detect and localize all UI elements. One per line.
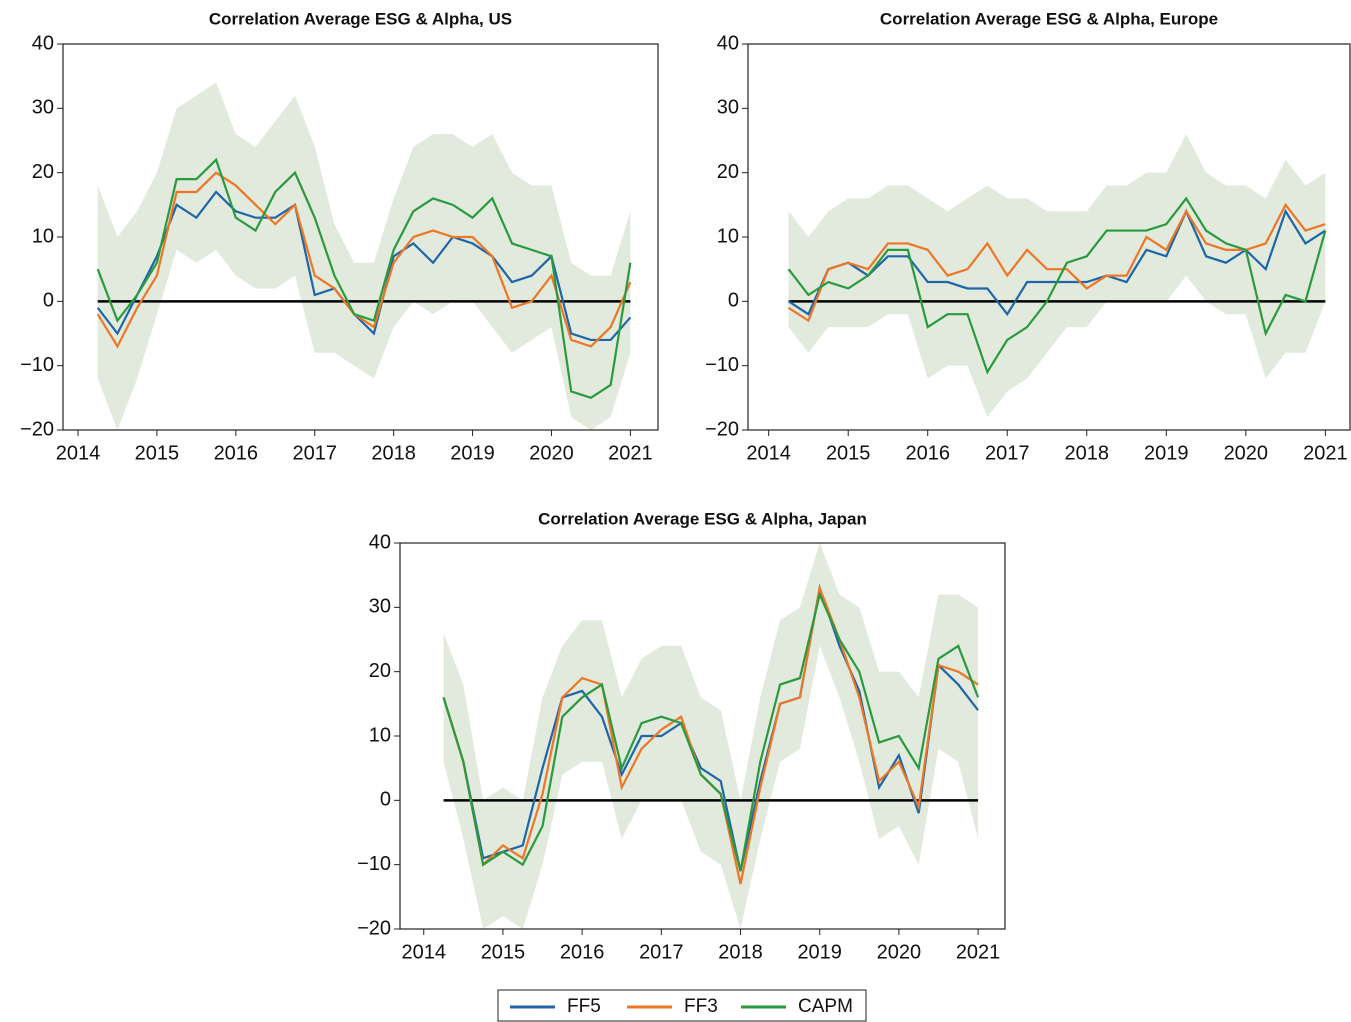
x-tick-label: 2014	[746, 442, 791, 464]
x-tick-label: 2015	[481, 941, 526, 963]
x-tick-label: 2017	[985, 442, 1030, 464]
y-tick-label: 30	[717, 97, 739, 119]
y-tick-label: 20	[32, 161, 54, 183]
series-line	[442, 591, 980, 872]
x-tick-label: 2016	[214, 442, 259, 464]
series-line	[96, 190, 632, 342]
x-tick-label: 2018	[718, 941, 763, 963]
y-tick-label: 30	[369, 596, 391, 618]
x-tick-label: 2020	[1224, 442, 1269, 464]
confidence-band	[443, 543, 979, 929]
x-tick-label: 2021	[956, 941, 1001, 963]
y-tick-label: 20	[369, 660, 391, 682]
confidence-band	[97, 82, 631, 430]
x-tick-label: 2016	[905, 442, 950, 464]
series-line	[787, 202, 1326, 323]
y-tick-label: 30	[32, 97, 54, 119]
x-tick-label: 2015	[826, 442, 871, 464]
x-tick-label: 2018	[371, 442, 416, 464]
chart-title: Correlation Average ESG & Alpha, Japan	[538, 509, 867, 528]
y-tick-label: −20	[705, 418, 739, 440]
y-tick-label: −20	[20, 418, 54, 440]
x-tick-label: 2014	[56, 442, 101, 464]
y-tick-label: 0	[380, 789, 391, 811]
y-tick-label: 40	[717, 32, 739, 54]
y-tick-label: −10	[20, 354, 54, 376]
legend-label: FF5	[567, 996, 601, 1017]
y-tick-label: 0	[728, 290, 739, 312]
y-tick-label: 40	[32, 32, 54, 54]
x-tick-label: 2018	[1065, 442, 1110, 464]
y-tick-label: −10	[705, 354, 739, 376]
x-tick-label: 2020	[877, 941, 922, 963]
y-tick-label: 0	[43, 290, 54, 312]
x-tick-label: 2017	[639, 941, 684, 963]
x-tick-label: 2014	[402, 941, 447, 963]
legend-label: CAPM	[798, 996, 853, 1017]
y-tick-label: 20	[717, 161, 739, 183]
x-tick-label: 2019	[1144, 442, 1189, 464]
x-tick-label: 2019	[450, 442, 495, 464]
y-tick-label: 10	[32, 225, 54, 247]
x-tick-label: 2021	[608, 442, 653, 464]
series-line	[787, 196, 1327, 375]
y-tick-label: −10	[357, 853, 391, 875]
x-tick-label: 2017	[292, 442, 337, 464]
x-tick-label: 2016	[560, 941, 605, 963]
legend-label: FF3	[684, 996, 718, 1017]
y-tick-label: 10	[369, 724, 391, 746]
chart-title: Correlation Average ESG & Alpha, Europe	[880, 9, 1218, 28]
y-tick-label: 10	[717, 225, 739, 247]
series-line	[96, 171, 632, 349]
x-tick-label: 2021	[1303, 442, 1348, 464]
y-tick-label: −20	[357, 917, 391, 939]
legend-box	[497, 989, 867, 1022]
x-tick-label: 2019	[797, 941, 842, 963]
chart-title: Correlation Average ESG & Alpha, US	[209, 9, 512, 28]
series-line	[96, 157, 632, 400]
x-tick-label: 2020	[529, 442, 574, 464]
y-tick-label: 40	[369, 531, 391, 553]
x-tick-label: 2015	[135, 442, 180, 464]
